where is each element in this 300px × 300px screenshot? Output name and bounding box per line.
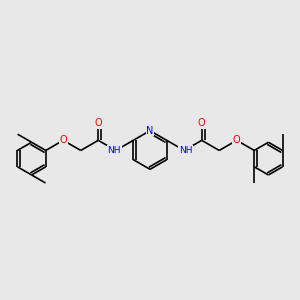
Text: N: N xyxy=(146,126,154,136)
Text: NH: NH xyxy=(107,146,121,155)
Text: NH: NH xyxy=(179,146,193,155)
Text: O: O xyxy=(198,118,206,128)
Text: O: O xyxy=(59,135,67,145)
Text: O: O xyxy=(94,118,102,128)
Text: O: O xyxy=(233,135,241,145)
